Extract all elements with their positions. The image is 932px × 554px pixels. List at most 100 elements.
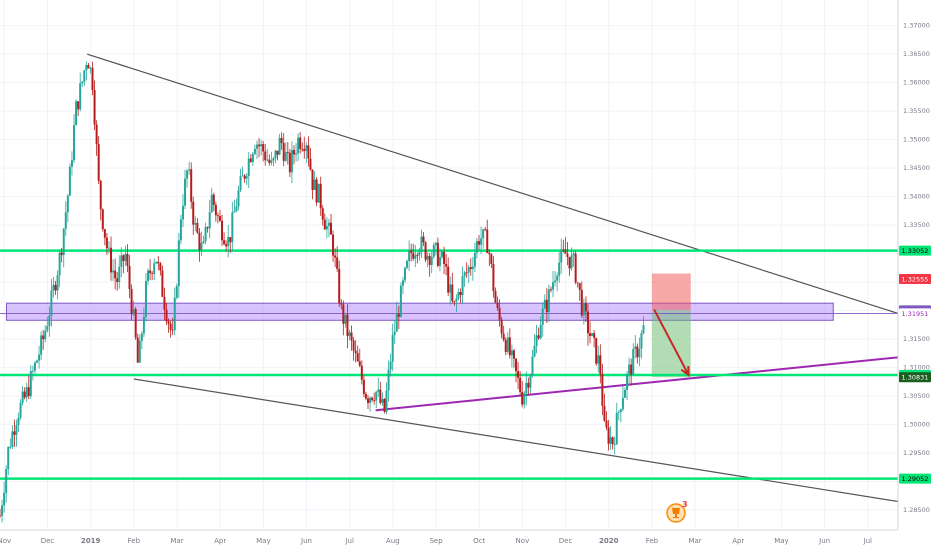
candle-body [494,290,497,303]
candle-body [321,208,324,220]
price-tick-label: 1.33500 [903,221,930,229]
candle-body [184,178,187,206]
candle-body [539,324,542,339]
price-label-text: 1.33052 [902,247,929,255]
candle-body [157,261,160,264]
time-tick-label: Aug [386,537,400,545]
candle-body [418,251,421,256]
candle-body [315,179,318,203]
candle-body [262,144,265,152]
candle-body [159,263,162,271]
price-label-text: 1.31951 [902,310,929,318]
candle-body [221,220,224,241]
candle-body [253,148,256,154]
candle-body [107,247,110,249]
candle-body [498,307,501,320]
candle-body [23,391,26,398]
time-scale-background[interactable] [0,530,932,550]
candle-body [562,249,565,251]
candle-body [58,252,61,276]
candle-body [496,302,499,308]
candle-body [210,194,213,213]
trend-line[interactable] [87,53,899,315]
candle-body [7,447,10,469]
price-tick-label: 1.31000 [903,364,930,372]
candle-body [379,389,382,403]
candle-body [15,425,18,435]
candle-body [566,253,569,257]
candles [0,61,645,523]
candle-body [558,262,561,276]
candle-body [181,205,184,220]
price-scale-background[interactable] [898,0,932,530]
price-tick-label: 1.29500 [903,449,930,457]
candle-body [276,150,279,155]
candle-body [192,201,195,225]
trend-lines[interactable] [0,53,899,503]
candle-body [371,397,374,401]
candle-body [208,212,211,229]
candle-body [140,333,143,341]
time-tick-label: Mar [170,537,183,545]
time-tick-label: Jul [344,537,354,545]
candle-body [134,309,137,338]
candle-body [75,101,78,126]
candle-body [52,284,55,291]
candle-body [465,272,468,274]
candle-body [110,247,113,273]
candle-body [116,278,119,282]
trade-arrow[interactable] [653,308,690,378]
trend-line[interactable] [133,378,899,503]
candle-body [196,222,199,233]
candle-body [586,311,589,334]
candle-body [572,253,575,256]
candle-body [397,313,400,317]
trend-line[interactable] [375,356,899,412]
candle-body [260,144,263,147]
candle-body [249,158,252,162]
candle-body [1,505,4,516]
candle-body [13,431,16,435]
price-tick-label: 1.37000 [903,22,930,30]
candle-body [443,251,446,264]
candle-body [366,398,369,403]
candle-body [313,179,316,190]
candle-body [202,241,205,244]
candle-body [83,70,86,82]
candle-body [350,332,353,341]
trade-arrow-shaft[interactable] [653,308,690,376]
candle-body [243,175,246,179]
candle-body [126,253,129,266]
candle-body [603,405,606,421]
candle-body [599,355,602,374]
candle-body [305,145,308,151]
candle-body [79,83,82,110]
candle-body [414,255,417,259]
candle-body [525,382,528,394]
trophy-badge[interactable]: 3 [666,500,688,523]
candle-body [632,349,635,375]
candle-body [323,219,326,230]
candle-body [206,227,209,229]
time-tick-label: Nov [516,537,530,545]
zone-box[interactable] [5,302,834,321]
candle-body [175,286,178,298]
candle-body [188,169,191,171]
candle-body [533,345,536,357]
candle-body [636,346,639,358]
candle-body [348,332,351,336]
candle-body [461,276,464,296]
candle-body [512,350,515,359]
candle-body [173,297,176,331]
time-tick-label: Oct [473,537,485,545]
zone-box[interactable] [651,273,691,311]
time-tick-label: Dec [41,537,55,545]
candle-body [128,265,131,290]
price-label-text: 1.32555 [902,275,929,283]
candle-body [229,237,232,243]
candle-body [360,365,363,380]
candle-body [332,234,335,256]
